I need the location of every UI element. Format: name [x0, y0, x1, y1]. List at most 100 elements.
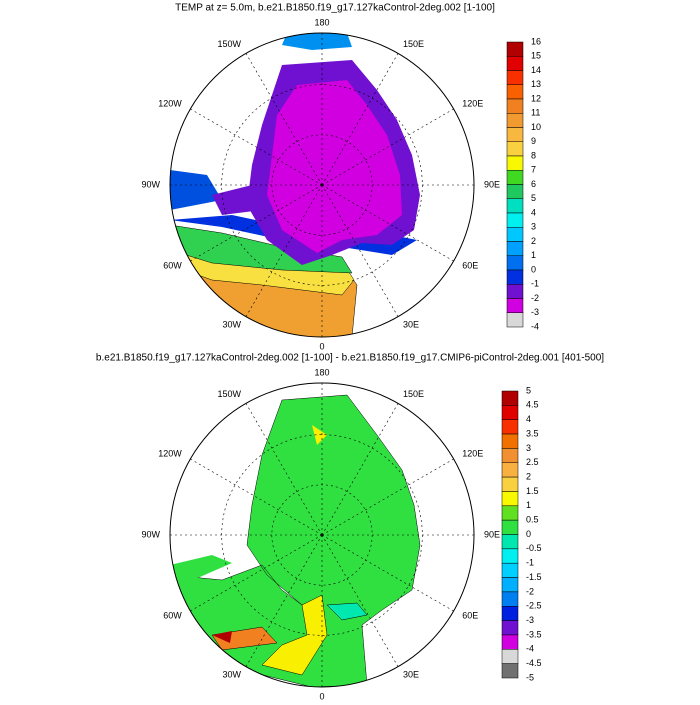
longitude-label: 180 [314, 17, 329, 27]
colorbar-label: -2 [531, 293, 539, 303]
colorbar-label: 0 [531, 264, 536, 274]
longitude-label: 150W [217, 39, 241, 49]
longitude-label: 30W [222, 670, 241, 680]
colorbar-label: -1.5 [526, 572, 542, 582]
colorbar-label: 7 [531, 165, 536, 175]
graticule [321, 534, 454, 612]
colorbar-label: 15 [531, 51, 541, 61]
colorbar-box [501, 548, 519, 564]
colorbar-box [501, 663, 519, 679]
colorbar-box [501, 448, 519, 463]
panel-title: b.e21.B1850.f19_g17.127kaControl-2deg.00… [96, 353, 604, 364]
colorbar-label: -4 [526, 644, 534, 654]
longitude-label: 60W [163, 260, 182, 270]
colorbar-label: 16 [531, 36, 541, 46]
colorbar-label: 1 [526, 500, 531, 510]
longitude-label: 0 [319, 691, 324, 700]
colorbar-label: 0 [526, 529, 531, 539]
longitude-label: 150E [403, 389, 424, 399]
colorbar-box [506, 70, 524, 85]
colorbar-label: 5 [526, 385, 531, 395]
graticule [271, 484, 373, 586]
longitude-label: 150W [217, 389, 241, 399]
colorbar-label: -3.5 [526, 629, 542, 639]
colorbar-label: 6 [531, 179, 536, 189]
colorbar-label: 2 [531, 236, 536, 246]
colorbar-box [506, 155, 524, 171]
longitude-label: 30W [222, 320, 241, 330]
graticule [221, 434, 423, 636]
longitude-label: 30E [403, 320, 419, 330]
longitude-label: 60E [462, 610, 478, 620]
graticule [190, 108, 323, 186]
colorbar-label: 4.5 [526, 400, 539, 410]
colorbar-box [506, 41, 524, 57]
longitude-label: 120E [462, 448, 483, 458]
graticule [271, 134, 373, 236]
colorbar-box [506, 98, 524, 114]
colorbar-label: 5 [531, 193, 536, 203]
longitude-label: 90E [484, 179, 500, 189]
longitude-label: 120W [158, 448, 182, 458]
colorbar-box [501, 534, 519, 550]
colorbar-label: 14 [531, 65, 541, 75]
colorbar-label: 1.5 [526, 486, 539, 496]
map-2 [170, 394, 421, 687]
colorbar-box [501, 606, 519, 621]
colorbar-label: 4 [526, 414, 531, 424]
colorbar-box [501, 462, 519, 478]
longitude-label: 60W [163, 610, 182, 620]
graticule [245, 53, 323, 186]
colorbar-label: -5 [526, 672, 534, 682]
map-1 [170, 33, 420, 337]
longitude-label: 120W [158, 98, 182, 108]
colorbar-box [506, 84, 524, 100]
panel-title: TEMP at z= 5.0m, b.e21.B1850.f19_g17.127… [175, 3, 495, 14]
longitude-label: 180 [314, 367, 329, 377]
colorbar-box [501, 491, 519, 507]
colorbar-label: 1 [531, 250, 536, 260]
colorbar-box [506, 284, 524, 299]
colorbar-box [506, 241, 524, 256]
colorbar-label: 3 [526, 443, 531, 453]
colorbar-box [501, 577, 519, 593]
colorbar-box [506, 141, 524, 157]
colorbar-box [506, 212, 524, 228]
graticule [321, 184, 399, 317]
colorbar-label: -3 [531, 307, 539, 317]
graticule [245, 534, 323, 667]
colorbar-box [506, 269, 524, 285]
colorbar-box [506, 170, 524, 185]
colorbar-box [506, 184, 524, 199]
colorbar-box [501, 591, 519, 607]
graticule [321, 403, 399, 536]
colorbar-box [501, 405, 519, 420]
colorbar-label: 4 [531, 207, 536, 217]
graticule [321, 53, 399, 186]
colorbar-box [506, 312, 524, 328]
colorbar-box [501, 649, 519, 664]
colorbar-label: -0.5 [526, 543, 542, 553]
graticule [221, 84, 423, 286]
colorbar-label: 8 [531, 150, 536, 160]
graticule [321, 534, 399, 667]
longitude-label: 90W [141, 179, 160, 189]
colorbar-box [506, 298, 524, 313]
graticule [190, 458, 323, 536]
graticule [321, 184, 454, 262]
colorbar-label: 0.5 [526, 515, 539, 525]
graticule [321, 458, 454, 536]
colorbar-label: -1 [531, 279, 539, 289]
longitude-label: 150E [403, 39, 424, 49]
colorbar-box [506, 127, 524, 142]
graticule [190, 184, 323, 262]
colorbar-label: -2.5 [526, 601, 542, 611]
colorbar-box [506, 255, 524, 271]
colorbar-label: 2 [526, 471, 531, 481]
longitude-label: 0 [319, 341, 324, 351]
longitude-label: 30E [403, 670, 419, 680]
longitude-label: 90W [141, 529, 160, 539]
graticule [245, 403, 323, 536]
colorbar-label: 10 [531, 122, 541, 132]
colorbar-label: 13 [531, 79, 541, 89]
